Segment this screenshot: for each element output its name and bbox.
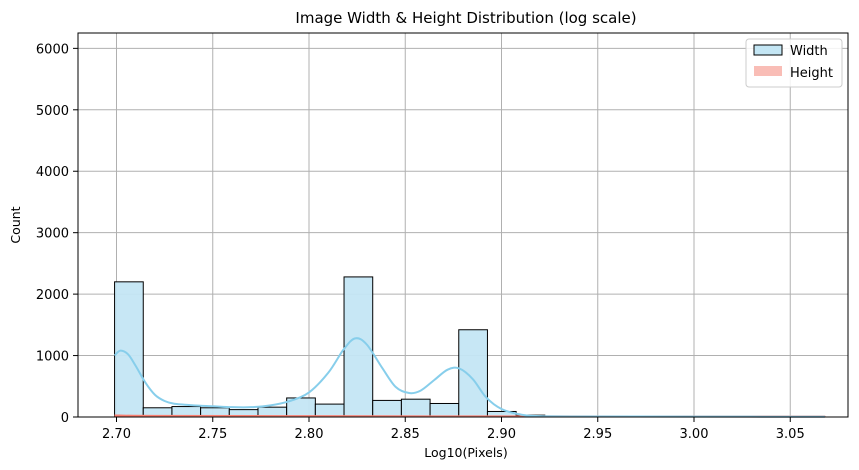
legend-width-swatch [753,44,783,56]
x-tick-label: 2.75 [198,427,227,442]
x-tick-label: 2.70 [102,427,131,442]
x-tick-label: 3.00 [680,427,709,442]
y-tick-label: 6000 [36,42,69,57]
x-tick-label: 2.95 [583,427,612,442]
legend-height-swatch [754,66,782,76]
width-bar [400,398,431,418]
y-axis-label: Count [8,206,23,243]
x-tick-label: 2.85 [391,427,420,442]
width-bar [372,399,402,418]
y-tick-label: 5000 [36,104,69,119]
chart-title: Image Width & Height Distribution (log s… [295,9,636,27]
width-bar [114,281,144,418]
width-bar [314,403,345,418]
legend: Width Height [745,38,843,88]
x-axis-ticks: 2.70 2.75 2.80 2.85 2.90 2.95 3.00 3.05 [102,417,805,442]
legend-height-label: Height [790,66,833,81]
y-tick-label: 2000 [36,288,69,303]
y-tick-label: 1000 [36,350,69,365]
y-tick-label: 4000 [36,165,69,180]
y-axis-ticks: 0 1000 2000 3000 4000 5000 6000 [36,42,78,426]
width-bar [458,329,488,418]
x-tick-label: 2.90 [487,427,516,442]
y-tick-label: 3000 [36,227,69,242]
width-bar [429,402,460,418]
width-kde-line [113,337,825,418]
x-tick-label: 3.05 [776,427,805,442]
x-axis-label: Log10(Pixels) [424,445,507,460]
legend-width-label: Width [790,44,828,59]
x-tick-label: 2.80 [295,427,324,442]
y-tick-label: 0 [61,411,69,426]
plot-frame [77,32,849,418]
